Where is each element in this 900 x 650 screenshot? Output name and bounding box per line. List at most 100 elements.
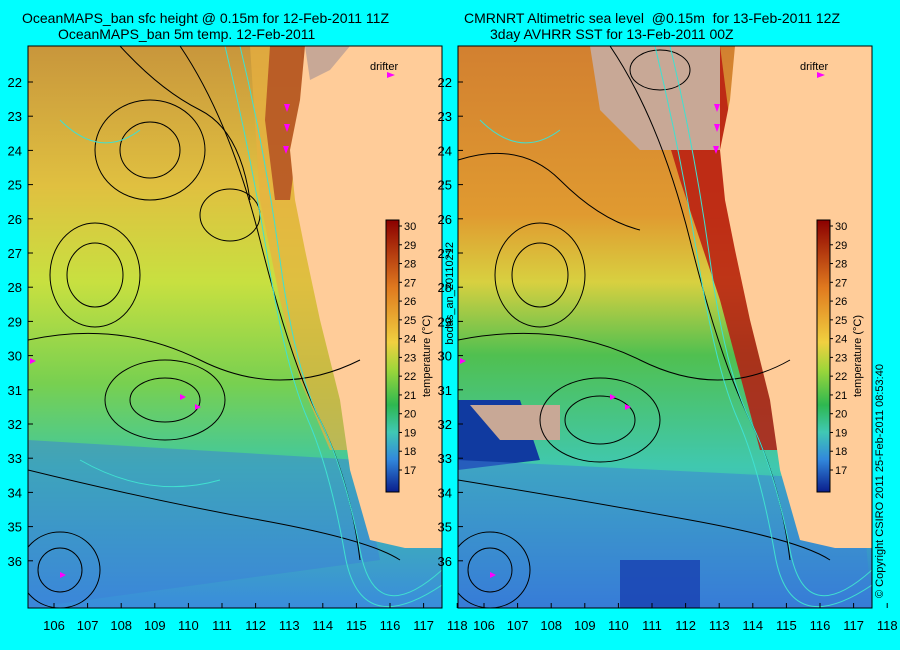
- lon-tick-label: 109: [144, 618, 166, 633]
- colorbar-tick-label: 21: [404, 390, 416, 402]
- colorbar-tick-label: 22: [404, 371, 416, 383]
- lon-tick-label: 112: [245, 618, 266, 633]
- lat-tick-label: 30: [438, 349, 452, 364]
- lat-tick-label: 33: [438, 451, 452, 466]
- lon-tick-label: 114: [742, 618, 763, 633]
- lon-ticks-right: 106 107 108 109 110 111 112 113 114 115 116 117 118: [473, 603, 898, 633]
- lon-tick-label: 113: [709, 618, 730, 633]
- lat-tick-label: 31: [438, 383, 452, 398]
- lon-tick-label: 111: [212, 618, 232, 633]
- lat-tick-label: 32: [438, 417, 452, 432]
- colorbar-tick-label: 29: [835, 240, 847, 252]
- colorbar-tick-label: 20: [835, 409, 847, 421]
- lat-tick-label: 36: [438, 554, 452, 569]
- lat-tick-label: 24: [8, 143, 22, 158]
- lon-tick-label: 110: [178, 618, 199, 633]
- lon-tick-label: 115: [776, 618, 797, 633]
- colorbar-left: [385, 219, 400, 493]
- colorbar-label-right: temperature (°C): [852, 315, 864, 397]
- colorbar-tick-label: 18: [835, 446, 847, 458]
- lat-tick-label: 32: [8, 417, 22, 432]
- lat-tick-label: 25: [438, 178, 452, 193]
- lat-tick-label: 35: [438, 520, 452, 535]
- colorbar-tick-label: 24: [404, 334, 416, 346]
- lat-tick-label: 23: [438, 109, 452, 124]
- colorbar-tick-label: 22: [835, 371, 847, 383]
- lat-tick-label: 25: [8, 178, 22, 193]
- colorbar-tick-label: 28: [835, 259, 847, 271]
- colorbar-tick-label: 21: [835, 390, 847, 402]
- right-panel-frame: [457, 45, 873, 609]
- lat-tick-label: 33: [8, 451, 22, 466]
- lon-tick-label: 108: [540, 618, 562, 633]
- drifter-legend-left: drifter: [370, 61, 398, 73]
- lat-tick-label: 35: [8, 520, 22, 535]
- left-panel-frame: [27, 45, 443, 609]
- right-map-panel: drifter: [458, 46, 872, 608]
- left-map-panel: drifter: [28, 46, 442, 608]
- lon-tick-label: 108: [110, 618, 132, 633]
- colorbar-tick-label: 29: [404, 240, 416, 252]
- lon-tick-label: 107: [77, 618, 99, 633]
- colorbar-ticks-left: 30 29 28 27 26 25 24 23 22 21 20 19 18 17: [399, 221, 416, 477]
- colorbar-tick-label: 19: [835, 427, 847, 439]
- lon-tick-label: 115: [346, 618, 367, 633]
- drifter-legend-right: drifter: [800, 61, 828, 73]
- lat-tick-label: 26: [438, 212, 452, 227]
- colorbar-tick-label: 28: [404, 259, 416, 271]
- colorbar-tick-label: 17: [404, 465, 416, 477]
- lon-tick-label: 116: [380, 618, 401, 633]
- lon-tick-label: 111: [642, 618, 662, 633]
- right-title-line1: CMRNRT Altimetric sea level @0.15m for 1…: [464, 10, 841, 26]
- lon-tick-label: 113: [279, 618, 300, 633]
- lon-ticks-left: 106 107 108 109 110 111 112 113 114 115 116 117 118: [43, 603, 468, 633]
- colorbar-tick-label: 24: [835, 334, 847, 346]
- right-title-line2: 3day AVHRR SST for 13-Feb-2011 00Z: [490, 26, 734, 42]
- colorbar-tick-label: 23: [404, 352, 416, 364]
- lon-tick-label: 110: [608, 618, 629, 633]
- lon-tick-label: 112: [675, 618, 696, 633]
- colorbar-right: [816, 219, 831, 493]
- lat-tick-label: 22: [438, 75, 452, 90]
- lat-tick-label: 34: [438, 485, 452, 500]
- lon-tick-label: 117: [843, 618, 864, 633]
- lat-tick-label: 27: [438, 246, 452, 261]
- lon-tick-label: 106: [473, 618, 495, 633]
- colorbar-tick-label: 18: [404, 446, 416, 458]
- colorbar-tick-label: 19: [404, 427, 416, 439]
- colorbar-tick-label: 26: [835, 296, 847, 308]
- lat-tick-label: 26: [8, 212, 22, 227]
- lat-tick-label: 23: [8, 109, 22, 124]
- colorbar-tick-label: 20: [404, 409, 416, 421]
- left-title-line2: OceanMAPS_ban 5m temp. 12-Feb-2011: [58, 26, 316, 42]
- colorbar-tick-label: 27: [404, 277, 416, 289]
- colorbar-tick-label: 23: [835, 352, 847, 364]
- lon-tick-label: 107: [507, 618, 529, 633]
- colorbar-tick-label: 27: [835, 277, 847, 289]
- colorbar-tick-label: 25: [404, 315, 416, 327]
- colorbar-label-left: temperature (°C): [421, 315, 433, 397]
- left-title-line1: OceanMAPS_ban sfc height @ 0.15m for 12-…: [22, 10, 390, 26]
- lon-tick-label: 116: [810, 618, 831, 633]
- colorbar-ticks-right: 30 29 28 27 26 25 24 23 22 21 20 19 18 17: [830, 221, 847, 477]
- lat-tick-label: 28: [8, 280, 22, 295]
- lon-tick-label: 109: [574, 618, 596, 633]
- lat-ticks-right: 22 23 24 25 26 27 28 29 30 31 32 33 34 35 36: [438, 75, 463, 569]
- lat-tick-label: 34: [8, 485, 22, 500]
- lat-tick-label: 36: [8, 554, 22, 569]
- colorbar-tick-label: 30: [404, 221, 416, 233]
- lat-tick-label: 29: [438, 314, 452, 329]
- lon-tick-label: 118: [877, 618, 898, 633]
- colorbar-tick-label: 17: [835, 465, 847, 477]
- lon-tick-label: 106: [43, 618, 65, 633]
- lon-tick-label: 117: [413, 618, 434, 633]
- lat-tick-label: 28: [438, 280, 452, 295]
- colorbar-tick-label: 30: [835, 221, 847, 233]
- lat-tick-label: 31: [8, 383, 22, 398]
- colorbar-tick-label: 25: [835, 315, 847, 327]
- lat-tick-label: 27: [8, 246, 22, 261]
- lat-tick-label: 30: [8, 349, 22, 364]
- lat-tick-label: 24: [438, 143, 452, 158]
- lat-tick-label: 22: [8, 75, 22, 90]
